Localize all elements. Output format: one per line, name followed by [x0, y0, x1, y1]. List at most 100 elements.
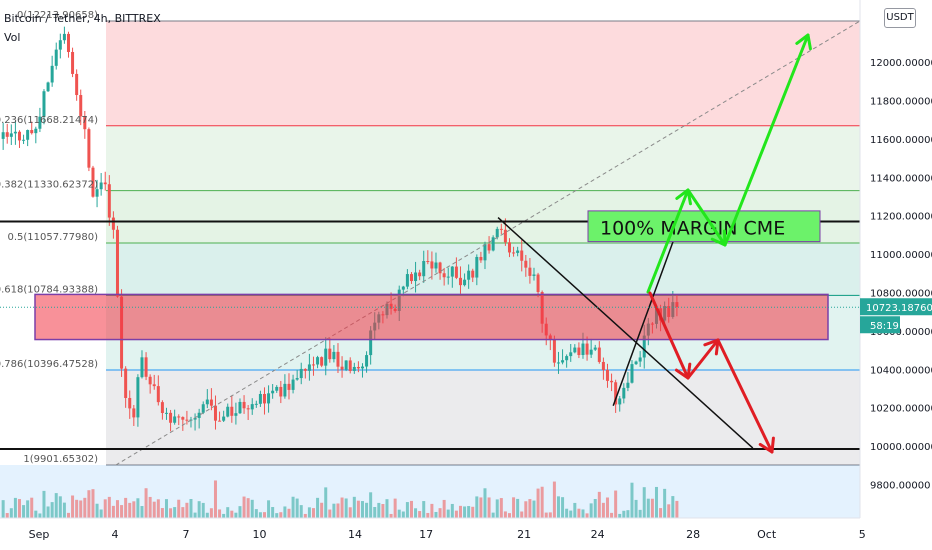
- candle: [17, 131, 21, 141]
- volume-bar: [667, 504, 671, 518]
- candle: [483, 244, 487, 261]
- volume-bar: [62, 502, 66, 518]
- candle: [66, 33, 70, 52]
- red-arrow-down-2: [716, 338, 774, 454]
- currency-badge[interactable]: USDT: [884, 8, 916, 28]
- candle: [238, 401, 242, 414]
- volume-bar: [540, 486, 544, 518]
- volume-bar: [552, 481, 556, 518]
- candle: [467, 270, 471, 280]
- volume-bar: [262, 512, 266, 518]
- candle: [434, 262, 438, 269]
- volume-bar: [397, 509, 401, 518]
- volume-bar: [369, 492, 373, 518]
- candle: [271, 390, 275, 394]
- volume-bar: [5, 513, 9, 518]
- volume-bar: [418, 511, 422, 518]
- candle: [177, 416, 181, 418]
- volume-bar: [328, 509, 332, 518]
- time-tick: 14: [348, 528, 362, 541]
- candle: [585, 343, 589, 355]
- fib-label: 0.786(10396.47528): [0, 359, 98, 370]
- volume-bar: [360, 501, 364, 518]
- volume-bar: [66, 512, 70, 518]
- candle: [552, 339, 556, 363]
- price-tick: 10000.00000: [870, 442, 932, 453]
- candle: [287, 383, 291, 390]
- candle: [83, 116, 87, 130]
- candle: [246, 408, 250, 410]
- volume-bar: [348, 507, 352, 518]
- volume-bar: [503, 511, 507, 518]
- candle: [597, 347, 601, 362]
- candle: [218, 420, 222, 422]
- volume-bar: [422, 501, 426, 518]
- volume-bar: [626, 510, 630, 518]
- price-tick: 10200.00000: [870, 404, 932, 415]
- candle: [642, 335, 646, 358]
- volume-bar: [132, 501, 136, 518]
- volume-bar: [438, 508, 442, 518]
- volume-bar: [9, 508, 13, 518]
- volume-bar: [34, 510, 38, 518]
- price-tick: 9800.00000: [870, 481, 930, 492]
- volume-bar: [42, 490, 46, 518]
- volume-bar: [381, 504, 385, 518]
- volume-bar: [597, 491, 601, 518]
- volume-bars: [1, 480, 679, 518]
- cme-annotation: 100% MARGIN CME: [600, 218, 785, 240]
- candle: [418, 272, 422, 277]
- volume-bar: [463, 506, 467, 518]
- candle: [426, 261, 430, 263]
- candle: [463, 279, 467, 286]
- volume-bar: [605, 497, 609, 518]
- candle: [50, 65, 54, 83]
- price-tick: 11000.00000: [870, 250, 932, 261]
- last-price-badge: [860, 298, 932, 316]
- candle: [124, 368, 128, 398]
- time-tick: 5: [859, 528, 866, 541]
- candle: [213, 405, 217, 421]
- candle: [226, 406, 230, 417]
- volume-bar: [124, 497, 128, 518]
- price-tick: 12000.00000: [870, 58, 932, 69]
- volume-bar: [446, 509, 450, 518]
- candle: [475, 256, 479, 278]
- candle: [442, 273, 446, 278]
- price-tick: 10400.00000: [870, 365, 932, 376]
- last-price-value: 10723.18760: [866, 303, 932, 314]
- volume-bar: [169, 508, 173, 518]
- candle: [26, 130, 30, 140]
- volume-bar: [479, 497, 483, 518]
- red-arrow-down-1: [648, 291, 690, 380]
- candle: [136, 377, 140, 418]
- candle: [405, 274, 409, 287]
- volume-bar: [58, 496, 62, 518]
- volume-bar: [111, 505, 115, 518]
- candle: [532, 274, 536, 276]
- volume-bar: [507, 513, 511, 518]
- candle: [499, 228, 503, 230]
- red-arrow-down-2-head: [758, 436, 775, 454]
- volume-bar: [675, 500, 679, 518]
- volume-bar: [177, 499, 181, 518]
- candle: [46, 82, 50, 92]
- candle: [471, 270, 475, 278]
- volume-bar: [160, 508, 164, 518]
- candle: [487, 244, 491, 251]
- volume-bar: [561, 497, 565, 518]
- volume-bar: [38, 513, 42, 518]
- candle: [401, 286, 405, 290]
- candle: [201, 404, 205, 413]
- candle: [54, 49, 58, 66]
- candle: [332, 351, 336, 360]
- candle: [307, 364, 311, 371]
- volume-bar: [1, 500, 5, 518]
- candle: [87, 129, 91, 168]
- candle: [222, 416, 226, 421]
- candle: [79, 95, 83, 117]
- volume-bar: [87, 490, 91, 518]
- candle: [589, 349, 593, 355]
- volume-bar: [544, 512, 548, 518]
